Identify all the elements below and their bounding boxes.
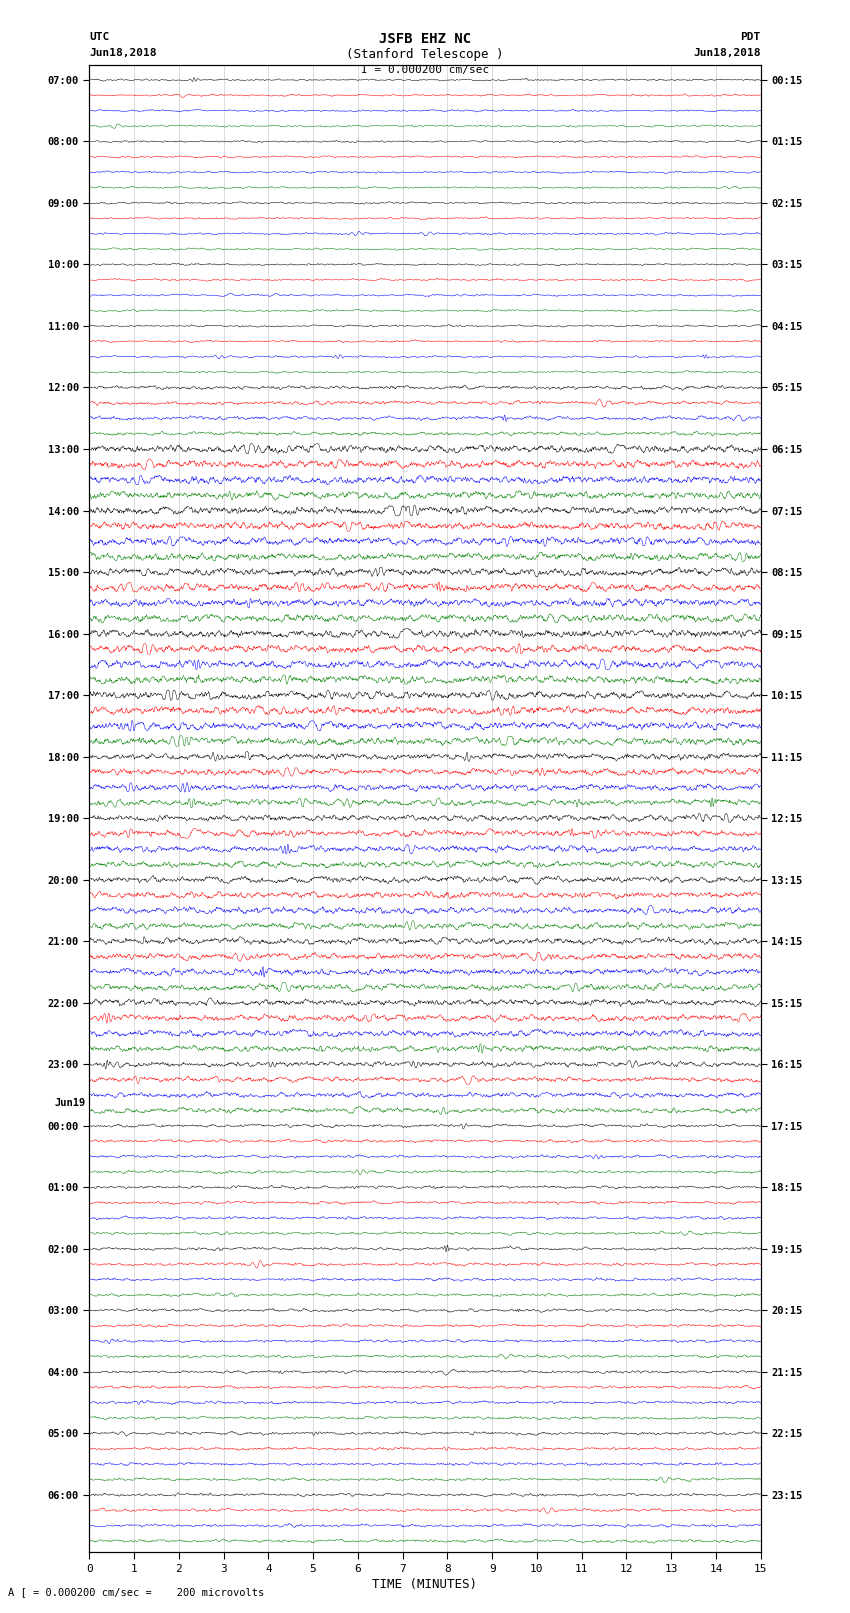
Text: I = 0.000200 cm/sec: I = 0.000200 cm/sec (361, 65, 489, 74)
Text: Jun18,2018: Jun18,2018 (89, 48, 156, 58)
Text: Jun18,2018: Jun18,2018 (694, 48, 761, 58)
Text: A [ = 0.000200 cm/sec =    200 microvolts: A [ = 0.000200 cm/sec = 200 microvolts (8, 1587, 264, 1597)
Text: PDT: PDT (740, 32, 761, 42)
Text: (Stanford Telescope ): (Stanford Telescope ) (346, 48, 504, 61)
Text: JSFB EHZ NC: JSFB EHZ NC (379, 32, 471, 47)
X-axis label: TIME (MINUTES): TIME (MINUTES) (372, 1578, 478, 1590)
Text: UTC: UTC (89, 32, 110, 42)
Text: Jun19: Jun19 (54, 1097, 86, 1108)
